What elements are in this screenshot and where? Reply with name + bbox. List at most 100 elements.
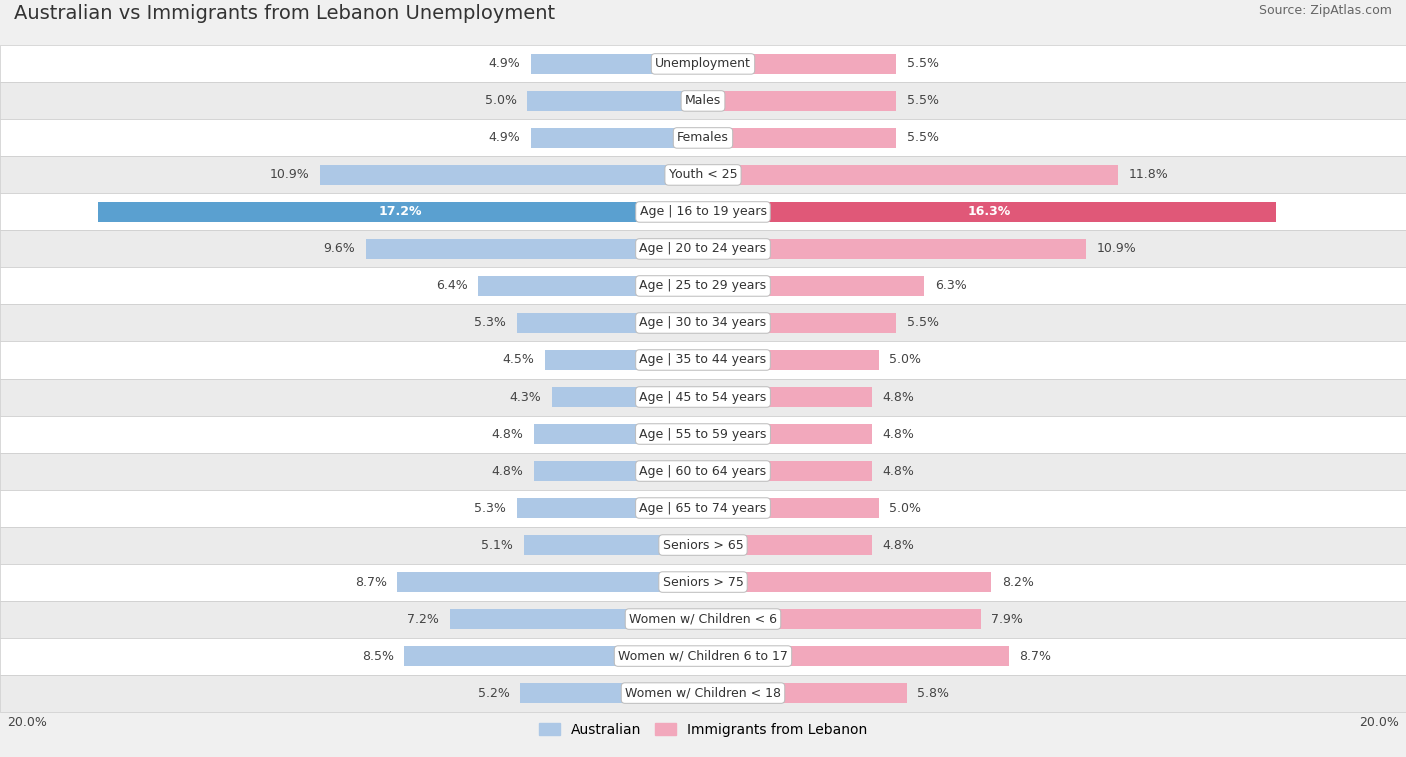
Text: Males: Males xyxy=(685,95,721,107)
Text: 4.8%: 4.8% xyxy=(883,391,914,403)
Bar xyxy=(703,165,1118,185)
Text: Seniors > 75: Seniors > 75 xyxy=(662,575,744,588)
Bar xyxy=(703,313,897,333)
Text: 5.5%: 5.5% xyxy=(907,132,939,145)
Text: 4.9%: 4.9% xyxy=(488,132,520,145)
Text: 4.8%: 4.8% xyxy=(883,428,914,441)
Text: 5.5%: 5.5% xyxy=(907,95,939,107)
Bar xyxy=(0,83,1406,120)
Bar xyxy=(0,490,1406,527)
Bar xyxy=(703,387,872,407)
Bar xyxy=(0,416,1406,453)
Bar xyxy=(527,91,703,111)
Text: Females: Females xyxy=(678,132,728,145)
Text: 7.2%: 7.2% xyxy=(408,612,439,625)
Text: 4.3%: 4.3% xyxy=(509,391,541,403)
Text: 5.2%: 5.2% xyxy=(478,687,510,699)
Text: Women w/ Children 6 to 17: Women w/ Children 6 to 17 xyxy=(619,650,787,662)
Text: 10.9%: 10.9% xyxy=(1097,242,1136,255)
Text: 5.8%: 5.8% xyxy=(917,687,949,699)
Bar xyxy=(703,424,872,444)
Bar xyxy=(0,453,1406,490)
Bar xyxy=(524,535,703,555)
Bar xyxy=(703,461,872,481)
Text: Age | 55 to 59 years: Age | 55 to 59 years xyxy=(640,428,766,441)
Bar xyxy=(0,600,1406,637)
Bar xyxy=(534,424,703,444)
Bar xyxy=(0,637,1406,674)
Text: Age | 45 to 54 years: Age | 45 to 54 years xyxy=(640,391,766,403)
Bar xyxy=(0,527,1406,563)
Text: Age | 65 to 74 years: Age | 65 to 74 years xyxy=(640,502,766,515)
Bar xyxy=(0,674,1406,712)
Text: 8.7%: 8.7% xyxy=(354,575,387,588)
Bar xyxy=(531,128,703,148)
Bar xyxy=(366,238,703,259)
Bar xyxy=(478,276,703,296)
Text: Unemployment: Unemployment xyxy=(655,58,751,70)
Text: 8.2%: 8.2% xyxy=(1001,575,1033,588)
Bar xyxy=(0,378,1406,416)
Bar xyxy=(534,461,703,481)
Text: 9.6%: 9.6% xyxy=(323,242,354,255)
Bar xyxy=(0,304,1406,341)
Text: 16.3%: 16.3% xyxy=(967,205,1011,219)
Bar xyxy=(405,646,703,666)
Bar xyxy=(551,387,703,407)
Text: Age | 25 to 29 years: Age | 25 to 29 years xyxy=(640,279,766,292)
Bar xyxy=(703,535,872,555)
Bar xyxy=(0,563,1406,600)
Bar xyxy=(0,194,1406,230)
Bar xyxy=(0,45,1406,83)
Bar xyxy=(398,572,703,592)
Text: 8.5%: 8.5% xyxy=(361,650,394,662)
Text: 8.7%: 8.7% xyxy=(1019,650,1052,662)
Text: 7.9%: 7.9% xyxy=(991,612,1024,625)
Text: 20.0%: 20.0% xyxy=(7,716,46,730)
Bar xyxy=(546,350,703,370)
Text: 5.3%: 5.3% xyxy=(474,502,506,515)
Bar xyxy=(520,683,703,703)
Text: Australian vs Immigrants from Lebanon Unemployment: Australian vs Immigrants from Lebanon Un… xyxy=(14,4,555,23)
Text: 6.4%: 6.4% xyxy=(436,279,467,292)
Text: Age | 16 to 19 years: Age | 16 to 19 years xyxy=(640,205,766,219)
Text: 4.9%: 4.9% xyxy=(488,58,520,70)
Bar xyxy=(703,609,981,629)
Text: Age | 20 to 24 years: Age | 20 to 24 years xyxy=(640,242,766,255)
Bar xyxy=(450,609,703,629)
Text: 4.8%: 4.8% xyxy=(883,538,914,552)
Text: 5.3%: 5.3% xyxy=(474,316,506,329)
Bar xyxy=(703,128,897,148)
Bar xyxy=(703,683,907,703)
Text: Age | 60 to 64 years: Age | 60 to 64 years xyxy=(640,465,766,478)
Text: 4.8%: 4.8% xyxy=(883,465,914,478)
Bar xyxy=(0,157,1406,194)
Bar xyxy=(98,202,703,222)
Bar xyxy=(321,165,703,185)
Bar xyxy=(517,313,703,333)
Text: 4.8%: 4.8% xyxy=(492,428,524,441)
Bar xyxy=(0,120,1406,157)
Text: Age | 30 to 34 years: Age | 30 to 34 years xyxy=(640,316,766,329)
Text: 5.0%: 5.0% xyxy=(889,354,921,366)
Bar xyxy=(703,276,925,296)
Bar xyxy=(703,91,897,111)
Text: Women w/ Children < 6: Women w/ Children < 6 xyxy=(628,612,778,625)
Bar xyxy=(0,230,1406,267)
Bar xyxy=(0,267,1406,304)
Text: 5.0%: 5.0% xyxy=(889,502,921,515)
Text: 5.0%: 5.0% xyxy=(485,95,517,107)
Text: 17.2%: 17.2% xyxy=(380,205,422,219)
Bar xyxy=(703,350,879,370)
Text: 5.5%: 5.5% xyxy=(907,58,939,70)
Text: 5.1%: 5.1% xyxy=(481,538,513,552)
Text: Age | 35 to 44 years: Age | 35 to 44 years xyxy=(640,354,766,366)
Text: Source: ZipAtlas.com: Source: ZipAtlas.com xyxy=(1258,4,1392,17)
Text: Youth < 25: Youth < 25 xyxy=(669,169,737,182)
Text: Women w/ Children < 18: Women w/ Children < 18 xyxy=(626,687,780,699)
Text: 20.0%: 20.0% xyxy=(1360,716,1399,730)
Bar xyxy=(703,202,1277,222)
Bar xyxy=(703,238,1087,259)
Bar xyxy=(517,498,703,519)
Text: 11.8%: 11.8% xyxy=(1129,169,1168,182)
